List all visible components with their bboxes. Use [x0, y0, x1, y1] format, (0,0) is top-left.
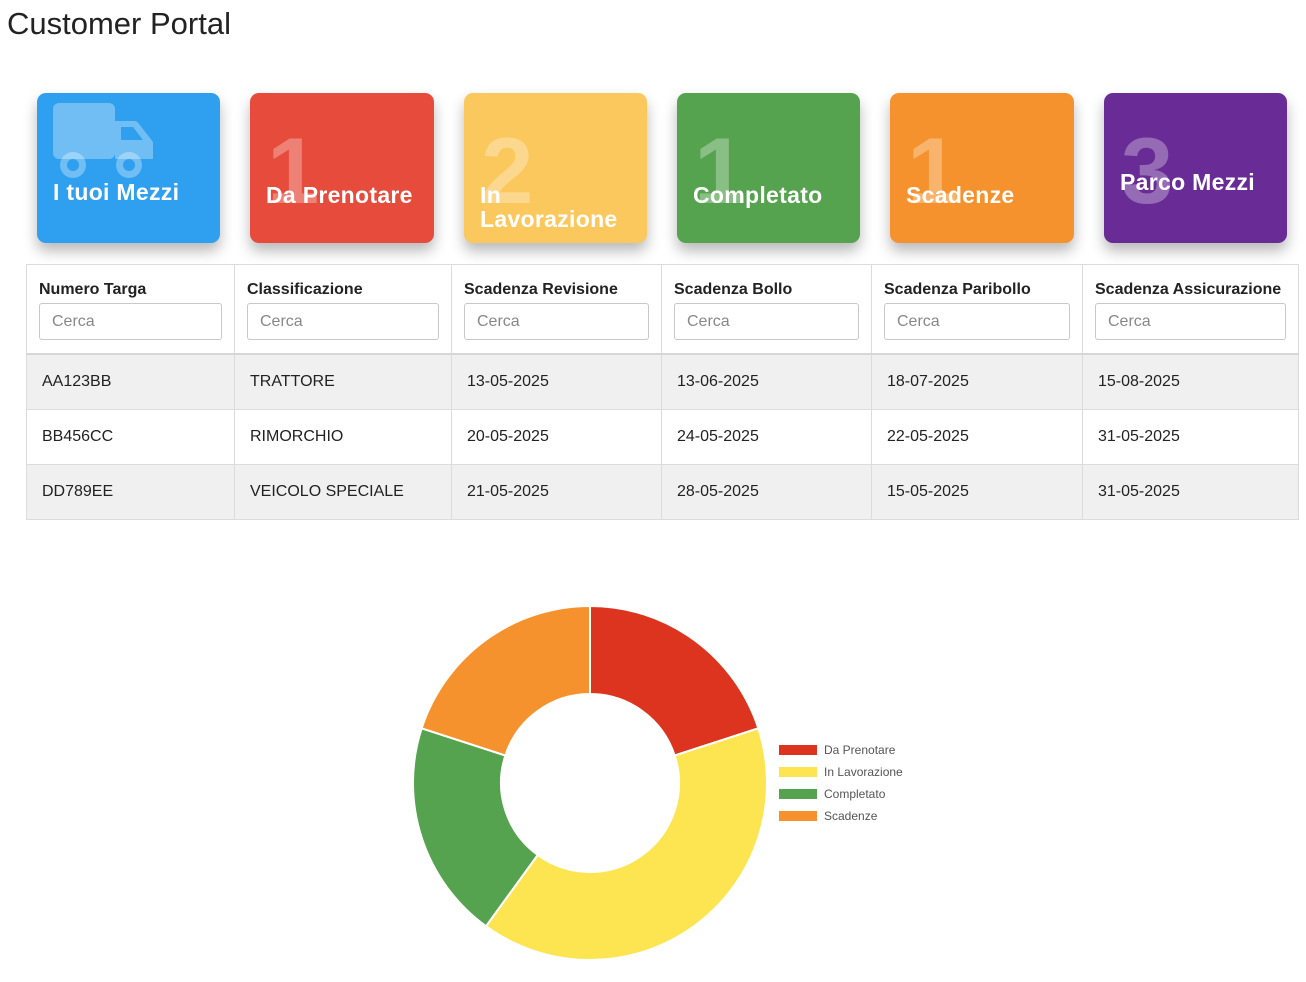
filter-scadenza-paribollo-input[interactable] [884, 303, 1070, 340]
truck-icon [53, 103, 153, 178]
table-row[interactable]: AA123BB TRATTORE 13-05-2025 13-06-2025 1… [26, 353, 1299, 410]
legend-swatch [779, 745, 817, 755]
column-label: Numero Targa [39, 281, 147, 298]
filter-scadenza-revisione-input[interactable] [464, 303, 649, 340]
column-header-scadenza-bollo: Scadenza Bollo [661, 264, 872, 355]
table-row[interactable]: DD789EE VEICOLO SPECIALE 21-05-2025 28-0… [26, 464, 1299, 520]
tile-in-lavorazione[interactable]: 2 In Lavorazione [464, 93, 647, 243]
column-label: Classificazione [247, 281, 363, 298]
filter-numero-targa-input[interactable] [39, 303, 222, 340]
tile-label: In Lavorazione [480, 183, 618, 231]
tile-label: I tuoi Mezzi [53, 179, 180, 205]
page-title: Customer Portal [7, 6, 231, 41]
table-row[interactable]: BB456CC RIMORCHIO 20-05-2025 24-05-2025 … [26, 409, 1299, 465]
cell-classificazione: TRATTORE [234, 353, 452, 410]
filter-scadenza-assicurazione-input[interactable] [1095, 303, 1286, 340]
cell-scadenza-bollo: 28-05-2025 [661, 464, 872, 520]
legend-swatch [779, 811, 817, 821]
cell-scadenza-bollo: 13-06-2025 [661, 353, 872, 410]
tile-label: Scadenze [906, 182, 1015, 208]
cell-numero-targa: DD789EE [26, 464, 235, 520]
filter-classificazione-input[interactable] [247, 303, 439, 340]
tile-i-tuoi-mezzi[interactable]: I tuoi Mezzi [37, 93, 220, 243]
cell-scadenza-bollo: 24-05-2025 [661, 409, 872, 465]
donut-slice-completato[interactable] [412, 727, 540, 928]
cell-scadenza-paribollo: 22-05-2025 [871, 409, 1083, 465]
cell-scadenza-revisione: 13-05-2025 [451, 353, 662, 410]
legend-swatch [779, 767, 817, 777]
legend-label[interactable]: Completato [824, 787, 886, 801]
column-header-numero-targa: Numero Targa [26, 264, 235, 355]
legend-swatch [779, 789, 817, 799]
column-header-classificazione: Classificazione [234, 264, 452, 355]
cell-scadenza-assicurazione: 31-05-2025 [1082, 464, 1299, 520]
column-header-scadenza-revisione: Scadenza Revisione [451, 264, 662, 355]
donut-slice-da-prenotare[interactable] [589, 604, 760, 757]
cell-scadenza-paribollo: 18-07-2025 [871, 353, 1083, 410]
donut-slice-in-lavorazione[interactable] [484, 727, 768, 961]
vehicles-table: Numero Targa Classificazione Scadenza Re… [26, 264, 1299, 520]
tile-scadenze[interactable]: 1 Scadenze [890, 93, 1074, 243]
column-label: Scadenza Bollo [674, 281, 793, 298]
tile-da-prenotare[interactable]: 1 Da Prenotare [250, 93, 434, 243]
tile-label: Parco Mezzi [1120, 169, 1255, 195]
cell-scadenza-assicurazione: 15-08-2025 [1082, 353, 1299, 410]
legend-label[interactable]: Da Prenotare [824, 743, 896, 757]
cell-scadenza-assicurazione: 31-05-2025 [1082, 409, 1299, 465]
filter-scadenza-bollo-input[interactable] [674, 303, 859, 340]
column-label: Scadenza Revisione [464, 281, 618, 298]
column-header-scadenza-paribollo: Scadenza Paribollo [871, 264, 1083, 355]
cell-classificazione: VEICOLO SPECIALE [234, 464, 452, 520]
legend-label[interactable]: In Lavorazione [824, 765, 903, 779]
column-label: Scadenza Paribollo [884, 281, 1031, 298]
tile-label: Da Prenotare [266, 182, 413, 208]
tile-parco-mezzi[interactable]: 3 Parco Mezzi [1104, 93, 1287, 243]
tile-label: Completato [693, 182, 823, 208]
tile-completato[interactable]: 1 Completato [677, 93, 860, 243]
tile-label-line2: Lavorazione [480, 206, 618, 232]
cell-scadenza-paribollo: 15-05-2025 [871, 464, 1083, 520]
table-header-row: Numero Targa Classificazione Scadenza Re… [26, 264, 1299, 355]
cell-scadenza-revisione: 21-05-2025 [451, 464, 662, 520]
donut-slice-scadenze[interactable] [420, 604, 591, 757]
cell-classificazione: RIMORCHIO [234, 409, 452, 465]
cell-scadenza-revisione: 20-05-2025 [451, 409, 662, 465]
cell-numero-targa: AA123BB [26, 353, 235, 410]
summary-tiles: I tuoi Mezzi 1 Da Prenotare 2 In Lavoraz… [0, 0, 1306, 260]
donut-chart-svg: Da Prenotare In Lavorazione Completato Scad… [412, 604, 903, 961]
column-label: Scadenza Assicurazione [1095, 281, 1282, 298]
cell-numero-targa: BB456CC [26, 409, 235, 465]
legend-label[interactable]: Scadenze [824, 809, 878, 823]
column-header-scadenza-assicurazione: Scadenza Assicurazione [1082, 264, 1299, 355]
status-donut-chart: Da Prenotare In Lavorazione Completato Scad… [0, 560, 1306, 977]
tile-label-line1: In [480, 182, 502, 208]
